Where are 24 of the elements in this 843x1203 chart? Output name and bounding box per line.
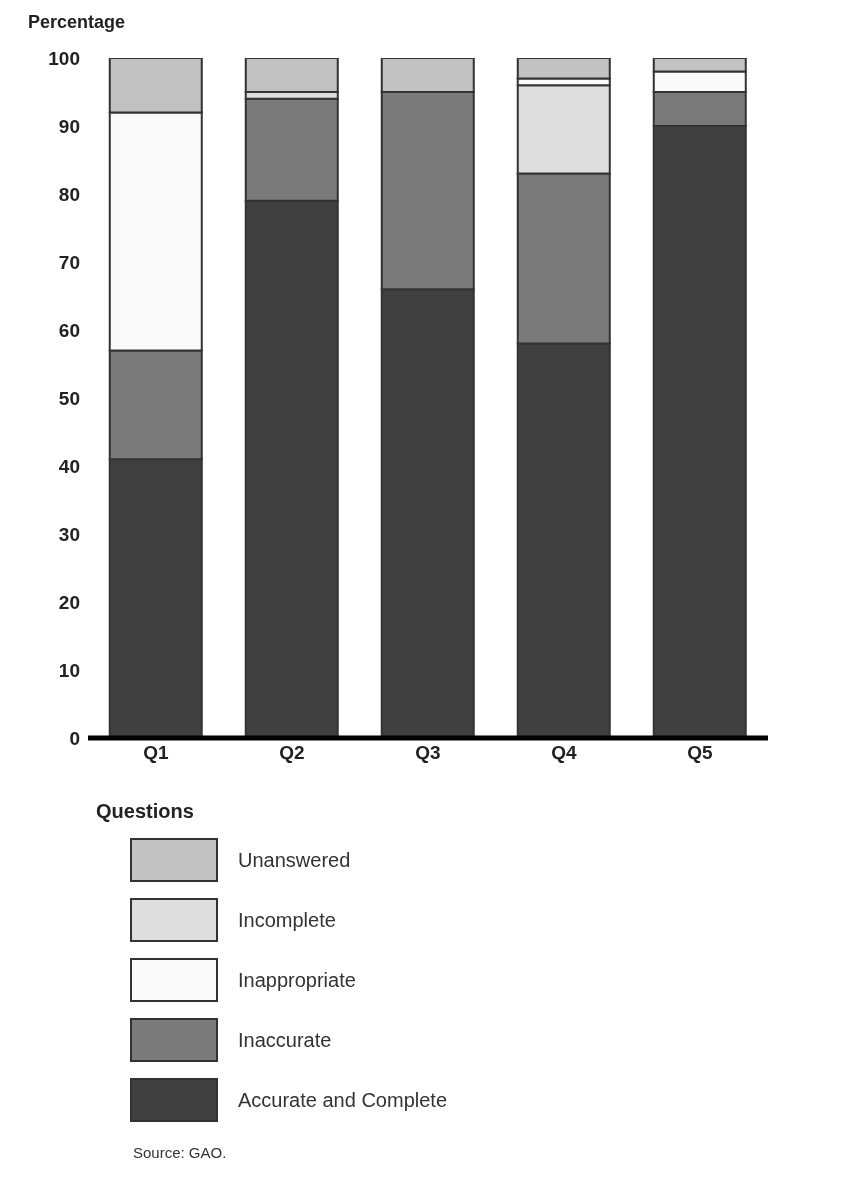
- y-tick-label: 90: [58, 115, 80, 137]
- x-tick-label: Q3: [415, 742, 441, 764]
- y-tick-label: 60: [58, 319, 80, 341]
- y-tick-label: 20: [58, 591, 80, 613]
- legend-label: Unanswered: [238, 848, 351, 872]
- legend-label: Inappropriate: [238, 968, 356, 992]
- y-tick-label: 10: [58, 659, 80, 681]
- y-tick-label: 40: [58, 455, 80, 477]
- y-tick-label: 70: [58, 251, 80, 273]
- legend-label: Inaccurate: [238, 1028, 332, 1052]
- y-tick-label: 30: [58, 523, 80, 545]
- source-note: Source: GAO.: [133, 1144, 228, 1161]
- x-tick-label: Q2: [279, 742, 305, 764]
- y-tick-label: 0: [69, 727, 80, 749]
- y-tick-label: 100: [48, 47, 80, 69]
- legend-label: Incomplete: [238, 908, 336, 932]
- y-tick-label: 50: [58, 387, 80, 409]
- x-tick-label: Q5: [687, 742, 714, 764]
- y-tick-label: 80: [58, 183, 80, 205]
- y-axis-title: Percentage: [28, 12, 126, 32]
- x-tick-label: Q4: [551, 742, 578, 764]
- x-tick-label: Q1: [143, 742, 170, 764]
- legend-label: Accurate and Complete: [238, 1088, 448, 1112]
- x-axis-title: Questions: [96, 800, 194, 822]
